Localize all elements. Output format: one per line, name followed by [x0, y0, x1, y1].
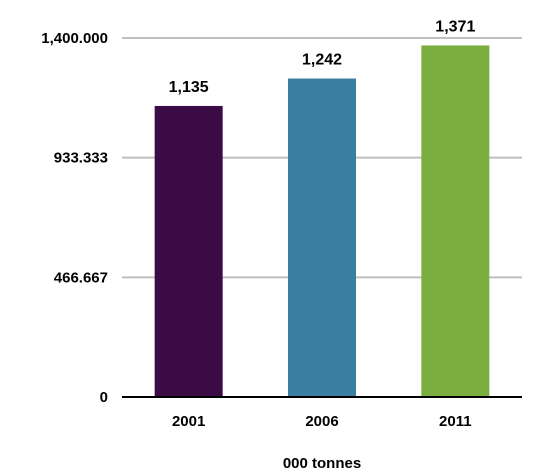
x-axis-tick-labels: 2001 2006 2011: [172, 413, 472, 430]
data-label-2001: 1,135: [169, 79, 209, 96]
y-tick-label: 933.333: [54, 150, 108, 167]
bar-2006: [288, 78, 356, 397]
bar-2011: [421, 45, 490, 397]
x-tick-label-2001: 2001: [172, 413, 205, 430]
data-labels: 1,135 1,242 1,371: [169, 18, 476, 96]
bar-2001: [154, 105, 223, 397]
x-tick-label-2006: 2006: [305, 413, 338, 430]
x-axis-title: 000 tonnes: [283, 455, 361, 472]
x-tick-label-2011: 2011: [439, 413, 472, 430]
y-tick-label: 466.667: [54, 269, 108, 286]
bars: [154, 45, 490, 397]
y-tick-label: 0: [100, 389, 108, 406]
data-label-2006: 1,242: [302, 52, 342, 69]
y-axis-tick-labels: 0 466.667 933.333 1,400.000: [41, 30, 108, 406]
data-label-2011: 1,371: [435, 18, 475, 35]
y-tick-label: 1,400.000: [41, 30, 108, 47]
